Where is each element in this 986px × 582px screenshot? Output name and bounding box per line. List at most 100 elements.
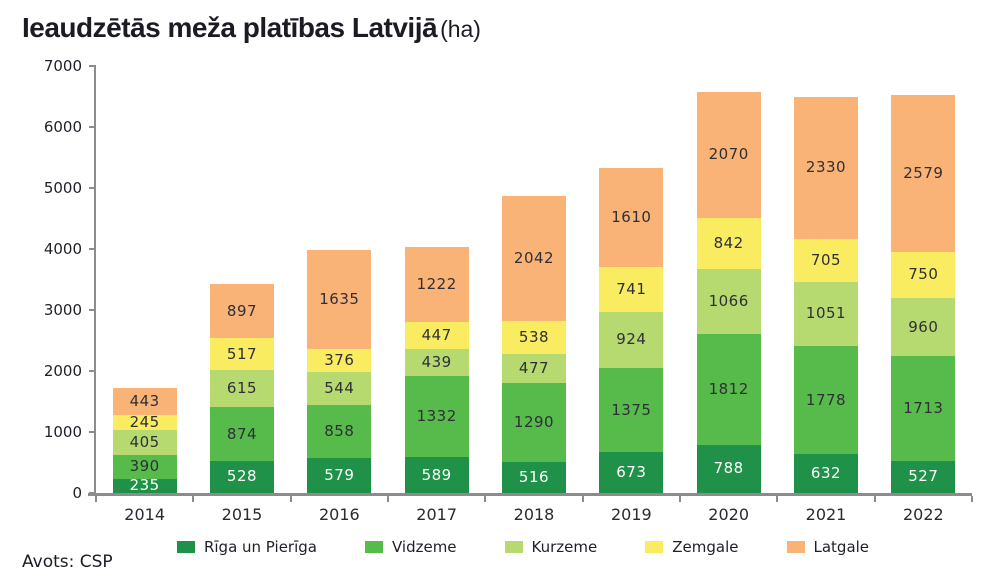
legend-swatch-icon — [364, 541, 383, 553]
legend-item: Latgale — [786, 538, 870, 556]
bar-segment-value: 1635 — [319, 289, 360, 308]
legend-label: Kurzeme — [531, 538, 598, 556]
bar-segment: 538 — [502, 320, 566, 354]
x-axis-tick — [484, 496, 487, 502]
bar-segment-value: 2579 — [903, 163, 944, 182]
bar-segment-value: 2330 — [805, 158, 847, 177]
source-note: Avots: CSP — [22, 552, 113, 572]
bar-segment: 1635 — [307, 249, 372, 350]
legend-swatch-icon — [786, 541, 805, 553]
bar-segment-value: 858 — [324, 422, 355, 441]
y-axis-tick — [89, 431, 96, 433]
bar-2021: 2330 705 1051 1778 632 — [794, 96, 858, 493]
bar-segment-value: 705 — [810, 250, 842, 269]
bar-segment-value: 1375 — [611, 400, 652, 419]
bar-segment-value: 538 — [518, 327, 550, 346]
x-axis-tick — [192, 496, 195, 502]
bar-segment-value: 589 — [421, 465, 452, 484]
y-axis-tick-label: 7000 — [43, 57, 82, 75]
y-axis-tick-label: 6000 — [43, 118, 82, 136]
bar-segment: 376 — [307, 349, 372, 373]
bar-segment-value: 741 — [616, 279, 647, 298]
y-axis-tick — [89, 370, 96, 372]
legend-swatch-icon — [176, 541, 195, 553]
x-axis-tick — [679, 496, 681, 502]
bar-segment-value: 1051 — [805, 304, 847, 323]
bar-segment: 741 — [599, 266, 664, 312]
legend-swatch-icon — [504, 541, 523, 553]
bar-2020: 2070 842 1066 1812 788 — [696, 91, 761, 493]
bar-2022: 2579 750 960 1713 527 — [891, 94, 956, 493]
x-axis-label: 2020 — [708, 505, 750, 524]
bar-segment-value: 960 — [908, 317, 939, 336]
bar-segment: 589 — [404, 457, 469, 493]
bar-segment-value: 897 — [226, 301, 258, 320]
x-axis-tick — [873, 496, 876, 502]
x-axis-tick — [95, 496, 97, 502]
chart-title-unit: (ha) — [440, 16, 481, 42]
bar-segment-value: 673 — [616, 462, 647, 481]
bar-segment: 705 — [794, 238, 858, 282]
bar-segment-value: 1778 — [805, 390, 847, 409]
y-axis-tick — [89, 492, 96, 494]
legend-item: Kurzeme — [504, 538, 598, 556]
bar-segment: 405 — [112, 430, 177, 455]
bar-segment: 544 — [307, 372, 372, 406]
bar-segment-value: 1332 — [416, 406, 457, 425]
bar-segment-value: 405 — [129, 433, 160, 452]
x-axis-label: 2014 — [124, 505, 166, 524]
legend-label: Latgale — [813, 538, 870, 556]
bar-segment: 579 — [307, 457, 372, 493]
plot-area: 443 245 405 390 235 897 517 615 874 528 1635 376 544… — [88, 65, 973, 502]
bar-segment: 1610 — [599, 168, 664, 267]
y-axis-tick — [89, 309, 96, 311]
bar-segment: 245 — [112, 415, 177, 431]
bar-segment: 632 — [794, 454, 858, 493]
bar-segment: 1812 — [696, 334, 761, 445]
x-axis-label: 2019 — [610, 505, 652, 524]
y-axis-tick-label: 2000 — [43, 362, 82, 380]
bar-segment-value: 579 — [324, 465, 355, 484]
bar-segment: 528 — [210, 460, 274, 493]
bar-segment-value: 439 — [421, 352, 452, 371]
legend-swatch-icon — [645, 541, 664, 553]
bar-segment-value: 517 — [226, 344, 258, 363]
chart-title-text: Ieaudzētās meža platības Latvijā — [22, 12, 438, 43]
bar-segment-value: 527 — [908, 467, 939, 486]
bar-segment-value: 1812 — [708, 380, 749, 399]
y-axis-tick — [89, 248, 96, 250]
bar-segment-value: 1222 — [416, 275, 457, 294]
legend-item: Vidzeme — [364, 538, 457, 556]
bar-segment: 750 — [891, 252, 956, 298]
y-axis-tick — [89, 126, 96, 128]
y-axis-tick — [89, 187, 96, 189]
legend-item: Rīga un Pierīga — [176, 538, 317, 556]
x-axis-line — [88, 493, 972, 496]
bar-segment-value: 1610 — [611, 207, 652, 226]
bar-segment-value: 615 — [226, 379, 258, 398]
bar-segment: 1066 — [696, 269, 761, 335]
bar-segment: 235 — [112, 476, 177, 495]
bar-segment: 2330 — [794, 96, 858, 239]
y-axis-tick-label: 5000 — [43, 179, 82, 197]
bar-segment-value: 235 — [129, 476, 160, 495]
bar-2017: 1222 447 439 1332 589 — [404, 247, 469, 493]
x-axis-tick — [581, 496, 584, 502]
bar-segment-value: 1713 — [903, 399, 944, 418]
legend-label: Vidzeme — [391, 538, 457, 556]
bar-segment: 1778 — [794, 346, 858, 455]
bar-segment: 1332 — [404, 375, 469, 458]
bar-segment: 517 — [210, 338, 274, 370]
bar-segment-value: 477 — [518, 358, 550, 377]
bar-segment-value: 750 — [908, 265, 939, 284]
bar-segment-value: 924 — [616, 330, 647, 349]
x-axis-tick — [289, 496, 292, 502]
bar-segment-value: 842 — [713, 234, 744, 253]
bar-segment: 615 — [210, 369, 274, 408]
bar-segment-value: 632 — [810, 464, 842, 483]
bar-segment: 960 — [891, 297, 956, 357]
bar-segment-value: 544 — [324, 379, 355, 398]
bar-segment: 924 — [599, 311, 664, 369]
